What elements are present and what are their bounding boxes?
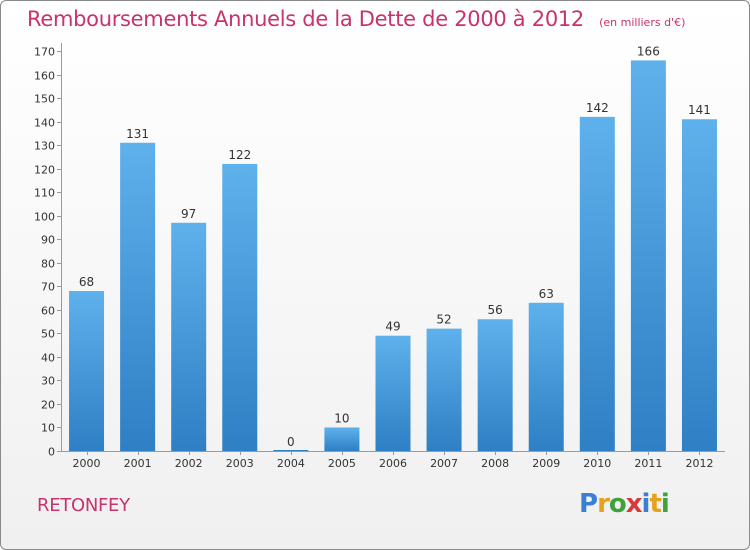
chart-title: Remboursements Annuels de la Dette de 20… (27, 7, 584, 31)
bar[interactable] (579, 116, 615, 451)
y-tick-label: 50 (41, 328, 55, 341)
x-tick-label: 2006 (379, 457, 407, 470)
x-tick-label: 2010 (583, 457, 611, 470)
bar[interactable] (426, 328, 462, 451)
logo-letter: o (608, 489, 627, 519)
logo-letter: t (649, 489, 661, 519)
bar[interactable] (477, 319, 513, 451)
bar[interactable] (222, 163, 258, 452)
y-tick-label: 20 (41, 399, 55, 412)
y-tick-label: 130 (34, 140, 55, 153)
x-tick-label: 2001 (124, 457, 152, 470)
logo-letter: i (641, 489, 651, 519)
x-tick-label: 2009 (532, 457, 560, 470)
y-tick-label: 150 (34, 93, 55, 106)
y-tick-label: 110 (34, 187, 55, 200)
chart-header: Remboursements Annuels de la Dette de 20… (27, 7, 685, 31)
bar-value-label: 122 (228, 148, 251, 162)
bar[interactable] (630, 60, 666, 451)
y-tick-label: 80 (41, 258, 55, 271)
bar[interactable] (69, 291, 105, 451)
bar[interactable] (120, 142, 156, 451)
bar[interactable] (273, 450, 309, 451)
y-tick-label: 160 (34, 70, 55, 83)
bar[interactable] (681, 119, 717, 451)
bar-value-label: 0 (287, 435, 295, 449)
proxiti-logo[interactable]: Proxiti (579, 489, 670, 519)
town-name: RETONFEY (37, 495, 130, 516)
y-tick-label: 30 (41, 375, 55, 388)
chart-subtitle: (en milliers d'€) (599, 16, 686, 29)
y-tick-label: 170 (34, 46, 55, 59)
x-tick-label: 2008 (481, 457, 509, 470)
bar-value-label: 142 (586, 101, 609, 115)
bar[interactable] (375, 335, 411, 451)
y-tick-label: 60 (41, 305, 55, 318)
y-tick-label: 90 (41, 234, 55, 247)
y-tick-label: 10 (41, 422, 55, 435)
bar[interactable] (171, 222, 207, 451)
y-tick-label: 120 (34, 164, 55, 177)
bar-value-label: 141 (688, 103, 711, 117)
x-tick-label: 2000 (73, 457, 101, 470)
bar[interactable] (324, 427, 360, 451)
x-tick-label: 2005 (328, 457, 356, 470)
x-tick-label: 2003 (226, 457, 254, 470)
bar-value-label: 97 (181, 207, 196, 221)
logo-letter: r (597, 489, 610, 519)
y-tick-label: 100 (34, 211, 55, 224)
x-tick-label: 2007 (430, 457, 458, 470)
x-tick-label: 2004 (277, 457, 305, 470)
bar-value-label: 49 (385, 320, 400, 334)
y-tick-label: 140 (34, 117, 55, 130)
bar-value-label: 166 (637, 44, 660, 58)
y-tick-label: 0 (48, 446, 55, 459)
x-tick-label: 2011 (634, 457, 662, 470)
y-tick-label: 70 (41, 281, 55, 294)
x-tick-label: 2002 (175, 457, 203, 470)
bar-value-label: 68 (79, 275, 94, 289)
y-tick-label: 40 (41, 352, 55, 365)
bar-value-label: 10 (334, 411, 349, 425)
logo-letter: P (579, 489, 598, 519)
bar-value-label: 52 (436, 313, 451, 327)
logo-letter: i (660, 489, 670, 519)
bar-value-label: 56 (488, 303, 503, 317)
bar-value-label: 131 (126, 127, 149, 141)
bar[interactable] (528, 302, 564, 451)
bar-value-label: 63 (539, 287, 554, 301)
logo-letter: x (625, 489, 643, 519)
x-tick-label: 2012 (685, 457, 713, 470)
